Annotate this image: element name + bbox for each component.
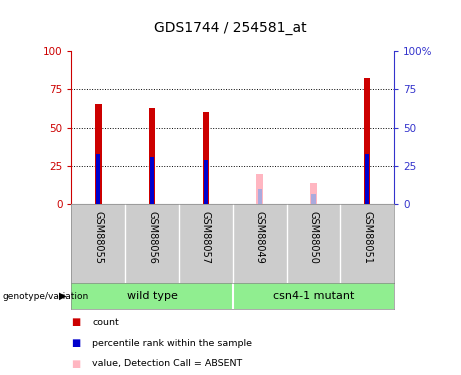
Bar xyxy=(96,154,100,204)
Text: wild type: wild type xyxy=(127,291,177,301)
Bar xyxy=(149,108,155,204)
Bar xyxy=(95,104,101,204)
Text: ■: ■ xyxy=(71,359,81,369)
Text: ▶: ▶ xyxy=(59,291,67,301)
Bar xyxy=(256,174,263,204)
Bar xyxy=(311,194,316,204)
Bar xyxy=(150,157,154,204)
Bar xyxy=(204,160,208,204)
Bar xyxy=(258,189,262,204)
Text: csn4-1 mutant: csn4-1 mutant xyxy=(273,291,354,301)
Text: GSM88057: GSM88057 xyxy=(201,211,211,264)
Text: GSM88055: GSM88055 xyxy=(93,211,103,264)
Text: ■: ■ xyxy=(71,338,81,348)
Text: value, Detection Call = ABSENT: value, Detection Call = ABSENT xyxy=(92,359,242,368)
Text: GSM88050: GSM88050 xyxy=(308,211,319,264)
Text: GSM88051: GSM88051 xyxy=(362,211,372,264)
Bar xyxy=(365,154,369,204)
Text: percentile rank within the sample: percentile rank within the sample xyxy=(92,339,252,348)
Text: GSM88049: GSM88049 xyxy=(254,211,265,263)
Text: genotype/variation: genotype/variation xyxy=(2,292,89,301)
Bar xyxy=(364,78,371,204)
Text: ■: ■ xyxy=(71,318,81,327)
Text: count: count xyxy=(92,318,119,327)
Text: GDS1744 / 254581_at: GDS1744 / 254581_at xyxy=(154,21,307,34)
Text: GSM88056: GSM88056 xyxy=(147,211,157,264)
Bar xyxy=(203,112,209,204)
Bar xyxy=(310,183,317,204)
